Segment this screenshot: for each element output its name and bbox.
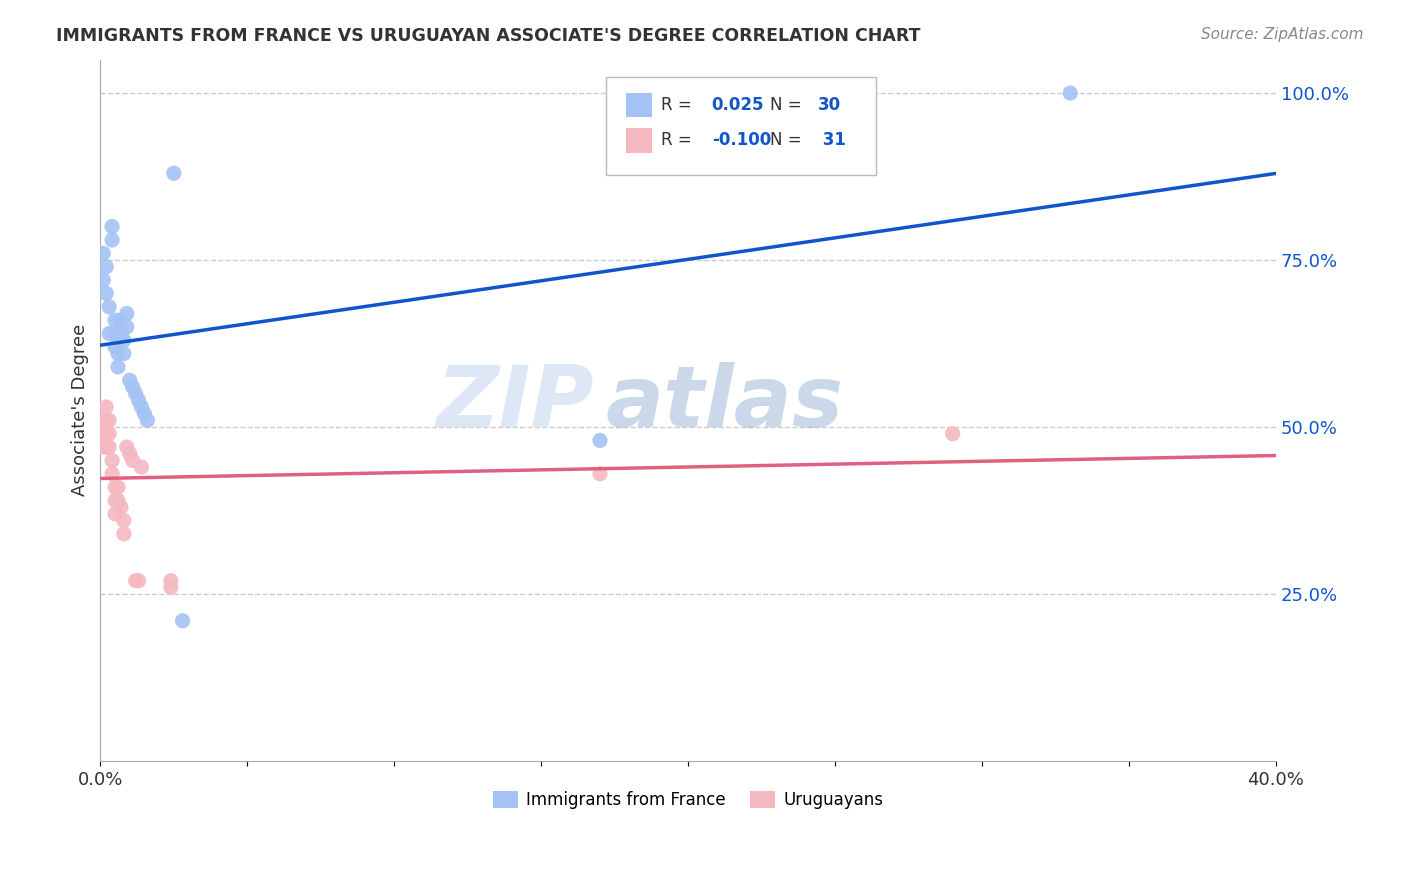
- Point: [160, 574, 183, 588]
- Point: [98, 413, 121, 427]
- Text: atlas: atlas: [606, 362, 844, 445]
- Point: [91, 273, 114, 287]
- Point: [107, 359, 129, 374]
- Text: IMMIGRANTS FROM FRANCE VS URUGUAYAN ASSOCIATE'S DEGREE CORRELATION CHART: IMMIGRANTS FROM FRANCE VS URUGUAYAN ASSO…: [56, 27, 921, 45]
- Point: [136, 413, 159, 427]
- Text: 30: 30: [817, 96, 841, 114]
- Point: [101, 467, 124, 481]
- Point: [112, 514, 135, 528]
- Point: [124, 574, 146, 588]
- Point: [98, 326, 121, 341]
- FancyBboxPatch shape: [606, 77, 876, 176]
- Point: [128, 393, 150, 408]
- FancyBboxPatch shape: [626, 128, 652, 153]
- Point: [1059, 86, 1081, 100]
- Point: [101, 453, 124, 467]
- Point: [124, 386, 146, 401]
- Point: [131, 460, 153, 475]
- Point: [107, 480, 129, 494]
- Point: [104, 313, 127, 327]
- Point: [163, 166, 186, 180]
- Point: [131, 400, 153, 414]
- Text: Source: ZipAtlas.com: Source: ZipAtlas.com: [1201, 27, 1364, 42]
- Point: [107, 346, 129, 360]
- Point: [98, 300, 121, 314]
- Text: 0.025: 0.025: [711, 96, 765, 114]
- Point: [589, 434, 612, 448]
- Point: [115, 440, 138, 454]
- FancyBboxPatch shape: [626, 93, 652, 118]
- Point: [118, 373, 141, 387]
- Point: [942, 426, 965, 441]
- Point: [96, 286, 118, 301]
- Point: [98, 426, 121, 441]
- Point: [121, 453, 143, 467]
- Point: [104, 493, 127, 508]
- Point: [96, 440, 118, 454]
- Point: [101, 233, 124, 247]
- Point: [91, 413, 114, 427]
- Point: [112, 346, 135, 360]
- Text: R =: R =: [661, 131, 697, 149]
- Point: [91, 420, 114, 434]
- Text: ZIP: ZIP: [436, 362, 595, 445]
- Point: [115, 306, 138, 320]
- Point: [91, 434, 114, 448]
- Point: [96, 260, 118, 274]
- Text: N =: N =: [770, 131, 807, 149]
- Point: [104, 326, 127, 341]
- Point: [128, 574, 150, 588]
- Point: [110, 500, 132, 515]
- Point: [112, 527, 135, 541]
- Point: [96, 426, 118, 441]
- Text: 31: 31: [817, 131, 846, 149]
- Point: [98, 440, 121, 454]
- Point: [91, 246, 114, 260]
- Point: [107, 493, 129, 508]
- Legend: Immigrants from France, Uruguayans: Immigrants from France, Uruguayans: [486, 784, 890, 816]
- Point: [104, 507, 127, 521]
- Text: N =: N =: [770, 96, 807, 114]
- Point: [101, 219, 124, 234]
- Point: [121, 380, 143, 394]
- Point: [112, 333, 135, 347]
- Point: [104, 340, 127, 354]
- Y-axis label: Associate's Degree: Associate's Degree: [72, 324, 89, 497]
- Point: [96, 413, 118, 427]
- Point: [96, 400, 118, 414]
- Point: [110, 313, 132, 327]
- Text: -0.100: -0.100: [711, 131, 770, 149]
- Point: [118, 447, 141, 461]
- Point: [134, 407, 156, 421]
- Point: [104, 480, 127, 494]
- Point: [115, 319, 138, 334]
- Point: [172, 614, 194, 628]
- Point: [110, 326, 132, 341]
- Point: [91, 440, 114, 454]
- Text: R =: R =: [661, 96, 697, 114]
- Point: [589, 467, 612, 481]
- Point: [160, 580, 183, 594]
